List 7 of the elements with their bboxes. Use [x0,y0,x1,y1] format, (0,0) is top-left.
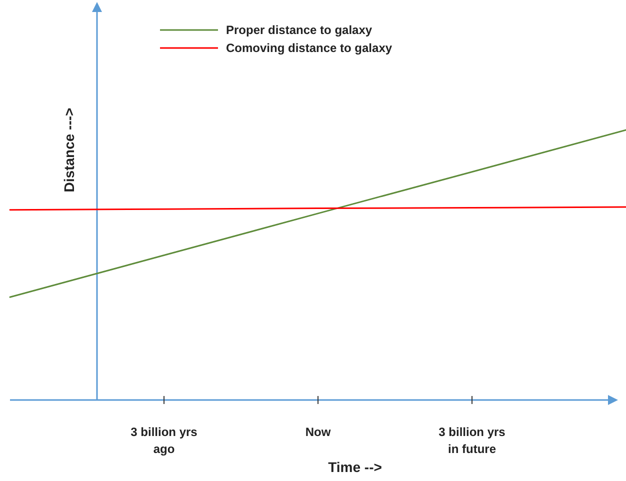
y-axis-title: Distance ---> [61,108,77,192]
x-tick-label: 3 billion yrs ago [130,425,198,456]
legend-label: Proper distance to galaxy [226,23,372,37]
x-tick-label: Now [305,425,332,439]
x-tick-label: 3 billion yrs in future [438,425,506,456]
x-axis-title: Time --> [328,459,382,475]
legend-label: Comoving distance to galaxy [226,41,392,55]
